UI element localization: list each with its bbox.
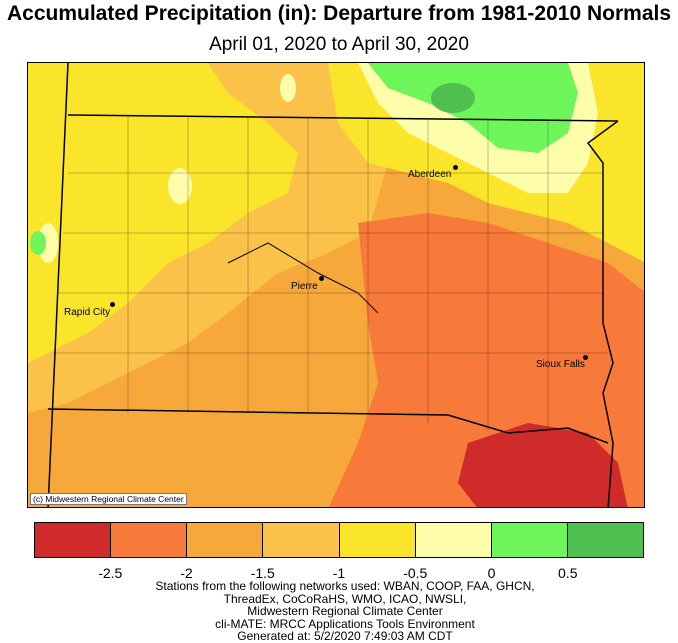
aberdeen-label: Aberdeen xyxy=(408,169,452,180)
footer-line: ThreadEx, CoCoRaHS, WMO, ICAO, NWSLI, xyxy=(223,591,467,606)
footer-line: Generated at: 5/2/2020 7:49:03 AM CDT xyxy=(237,629,453,643)
legend-swatch xyxy=(491,523,568,557)
legend-tick-label: 0.5 xyxy=(558,565,578,581)
rapid-city-label: Rapid City xyxy=(64,307,111,318)
pierre-label: Pierre xyxy=(291,281,318,292)
sioux-falls-label: Sioux Falls xyxy=(536,359,585,370)
northeast-green xyxy=(368,63,578,153)
legend-swatch xyxy=(415,523,492,557)
pale-spot-1 xyxy=(168,168,192,204)
county-lines xyxy=(53,115,608,431)
footer-line: cli-MATE: MRCC Applications Tools Enviro… xyxy=(215,616,475,631)
east-border xyxy=(586,120,619,507)
north-border xyxy=(67,114,619,122)
green-spot-west xyxy=(30,231,46,255)
color-legend xyxy=(34,522,644,558)
legend-swatch xyxy=(35,523,112,557)
legend-tick-label: -2 xyxy=(180,565,193,581)
sioux-falls-marker xyxy=(583,355,588,360)
pale-spot-2 xyxy=(280,74,296,102)
legend-tick-label: -1 xyxy=(332,565,346,581)
northeast-dark-green xyxy=(431,83,475,113)
legend-swatch xyxy=(111,523,188,557)
west-bright-yellow xyxy=(28,63,298,363)
pierre-marker xyxy=(319,276,324,281)
missouri-river xyxy=(227,242,379,314)
south-border-east xyxy=(447,414,609,444)
legend-swatch xyxy=(339,523,416,557)
legend-swatch xyxy=(567,523,643,557)
pale-spot-3 xyxy=(38,223,58,263)
legend-tick-label: -2.5 xyxy=(98,565,123,581)
map-canvas xyxy=(28,63,644,507)
footer-line: Midwestern Regional Climate Center xyxy=(247,604,443,618)
legend-tick-label: 0 xyxy=(487,565,496,581)
west-border xyxy=(47,63,69,507)
credit-label: (c) Midwestern Regional Climate Center xyxy=(30,493,187,505)
map-subtitle: April 01, 2020 to April 30, 2020 xyxy=(209,34,469,55)
aberdeen-marker xyxy=(453,165,458,170)
legend-tick-label: -1.5 xyxy=(250,565,275,581)
rapid-city-marker xyxy=(110,302,115,307)
map-title: Accumulated Precipitation (in): Departur… xyxy=(6,2,672,25)
legend-swatch xyxy=(263,523,340,557)
legend-tick-label: -0.5 xyxy=(403,565,428,581)
red-region xyxy=(458,423,628,507)
footer-notes: Stations from the following networks use… xyxy=(110,580,580,643)
precipitation-map: Aberdeen Pierre Rapid City Sioux Falls (… xyxy=(27,62,645,508)
legend-swatch xyxy=(187,523,264,557)
footer-line: Stations from the following networks use… xyxy=(155,579,535,593)
